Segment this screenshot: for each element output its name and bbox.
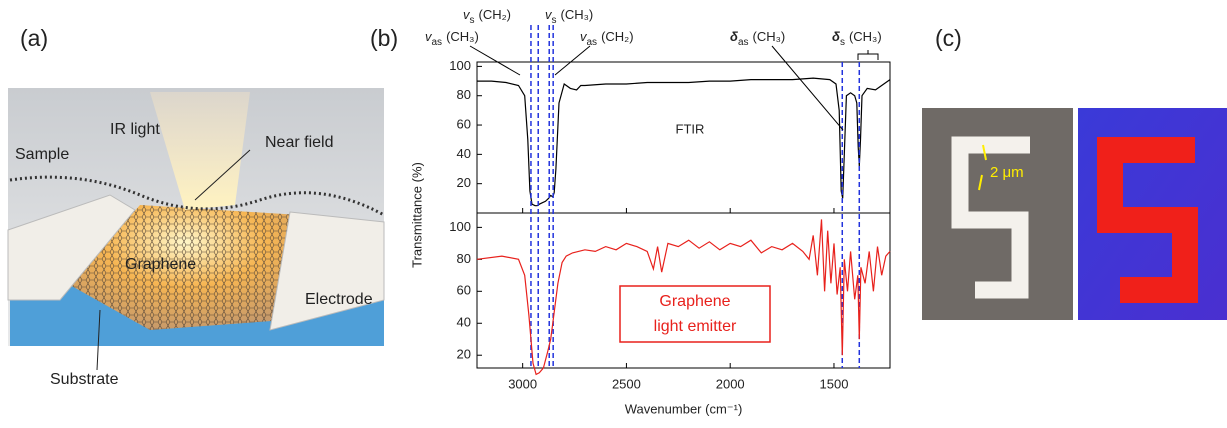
label: Near field: [265, 134, 333, 151]
mode-group: (CH₃): [753, 29, 786, 44]
arrow: [978, 174, 983, 191]
electrode-left: [7, 194, 136, 301]
panel-c: (c) 2 μm: [922, 25, 1227, 320]
mode-symbol: δ: [730, 29, 738, 44]
mode-group: (CH₃): [561, 7, 594, 22]
scale-label: 2 μm: [990, 164, 1024, 181]
bracket: [857, 50, 879, 60]
mode-subscript: as: [432, 37, 443, 48]
leader: [194, 149, 251, 201]
mode-subscript: as: [587, 37, 598, 48]
mode-symbol: v: [580, 29, 588, 44]
mode-label: vs (CH₃): [545, 7, 593, 25]
plot-frame: [476, 61, 891, 369]
y-tick-label: 20: [457, 347, 471, 362]
ir-beam: [150, 92, 250, 210]
x-tick-label: 3000: [508, 376, 537, 391]
x-axis-label: Wavenumber (cm⁻¹): [625, 401, 743, 416]
s-pattern: [951, 136, 1030, 299]
panel-label: (a): [20, 25, 48, 51]
leader: [469, 45, 521, 76]
mode-symbol: v: [545, 7, 553, 22]
annotation: light emitter: [654, 318, 737, 335]
panel-a: (a) IR light Near field Sample Graphene …: [7, 25, 385, 388]
y-tick-label: 60: [457, 283, 471, 298]
panel-label: (c): [935, 25, 962, 51]
mode-symbol: δ: [832, 29, 840, 44]
mode-group: (CH₃): [446, 29, 479, 44]
y-tick-label: 80: [457, 251, 471, 266]
mode-subscript: s: [840, 37, 845, 48]
y-tick-label: 40: [457, 146, 471, 161]
arrow: [982, 144, 987, 161]
label: Graphene: [125, 256, 196, 273]
x-tick-label: 2000: [716, 376, 745, 391]
y-axis-label: Transmittance (%): [409, 162, 424, 268]
annotation: FTIR: [676, 121, 705, 136]
label: Sample: [15, 146, 69, 163]
mode-subscript: s: [470, 15, 475, 26]
mode-group: (CH₃): [849, 29, 882, 44]
leader: [771, 45, 844, 131]
mode-label: vas (CH₂): [580, 29, 634, 47]
y-tick-label: 100: [449, 58, 471, 73]
mode-label: vas (CH₃): [425, 29, 479, 47]
panel-label: (b): [370, 25, 398, 51]
annotation-box: [619, 285, 771, 343]
annotation: Graphene: [659, 293, 730, 310]
label: IR light: [110, 121, 160, 138]
leader: [554, 45, 591, 76]
s-emission: [1097, 137, 1198, 303]
mode-label: vs (CH₂): [463, 7, 511, 25]
x-tick-label: 1500: [820, 376, 849, 391]
mode-group: (CH₂): [601, 29, 633, 44]
label: Electrode: [305, 291, 373, 308]
spectrum-line: [476, 219, 891, 376]
y-tick-label: 20: [457, 175, 471, 190]
mode-subscript: as: [738, 37, 749, 48]
y-tick-label: 80: [457, 87, 471, 102]
spectrum-line: [477, 77, 891, 207]
mode-symbol: v: [463, 7, 471, 22]
electrode-right: [269, 211, 385, 331]
mode-group: (CH₂): [479, 7, 511, 22]
mode-subscript: s: [552, 15, 557, 26]
y-tick-label: 100: [449, 219, 471, 234]
graphene-lattice: [70, 205, 300, 330]
leader: [96, 309, 101, 371]
mode-label: δas (CH₃): [730, 29, 785, 47]
label: Substrate: [50, 371, 119, 388]
y-tick-label: 40: [457, 315, 471, 330]
mode-symbol: v: [425, 29, 433, 44]
y-tick-label: 60: [457, 116, 471, 131]
mode-label: δs (CH₃): [832, 29, 882, 47]
x-tick-label: 2500: [612, 376, 641, 391]
